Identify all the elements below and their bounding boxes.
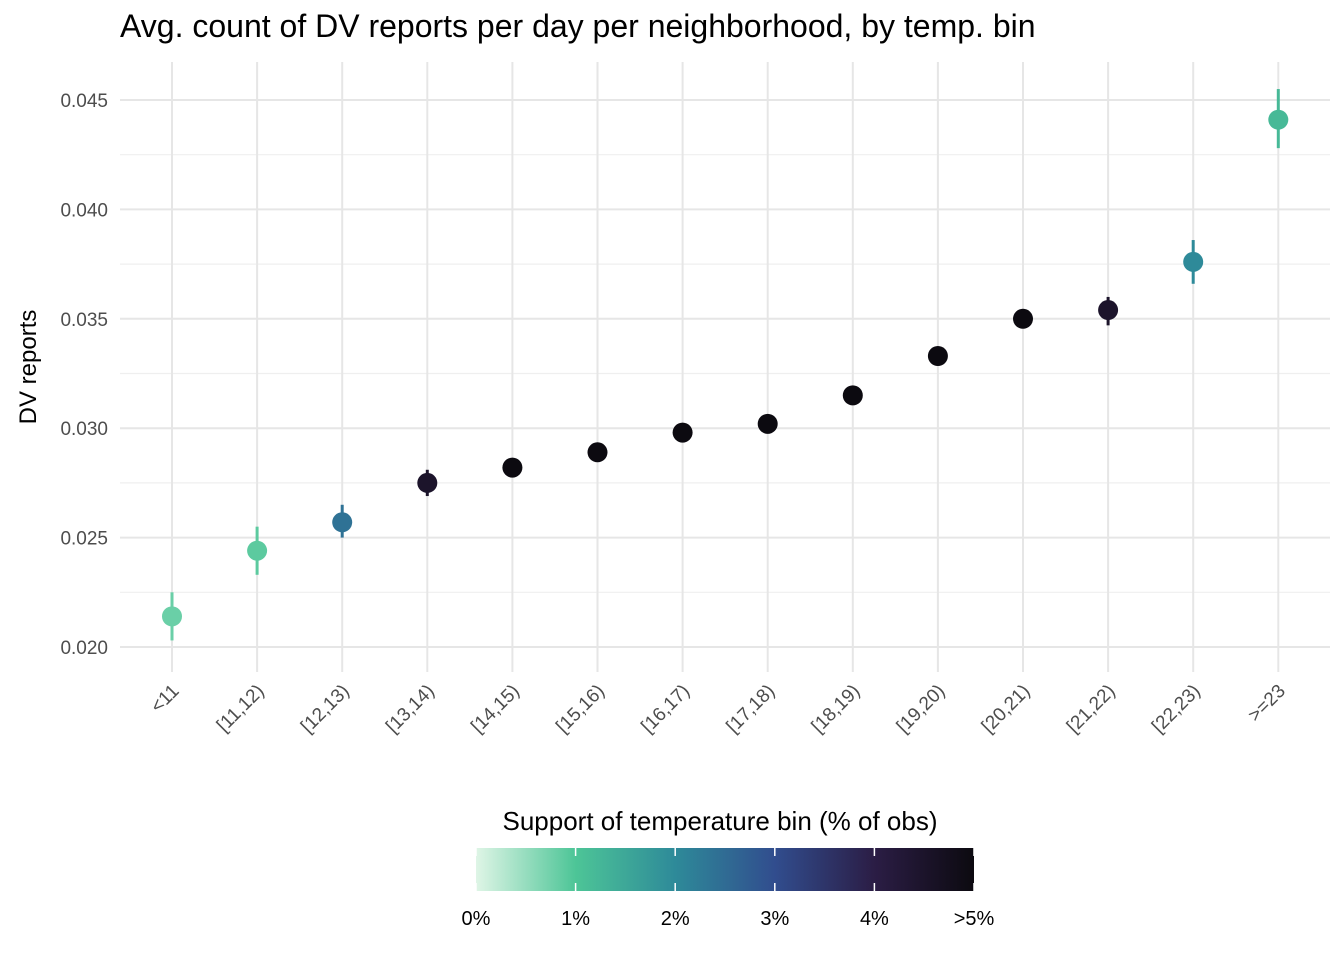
- x-tick-label: [19,20): [893, 681, 950, 738]
- y-tick-label: 0.035: [60, 310, 108, 331]
- data-point: [1183, 251, 1204, 272]
- data-point: [842, 385, 863, 406]
- legend-tick-label: 4%: [860, 908, 889, 930]
- legend-tick-label: >5%: [954, 908, 995, 930]
- x-tick-label: [11,12): [213, 681, 269, 737]
- chart-title: Avg. count of DV reports per day per nei…: [120, 8, 1036, 44]
- x-axis-ticks: <11 [11,12) [12,13) [13,14) [14,15) [15,16) [1…: [147, 681, 1290, 738]
- data-point: [417, 472, 438, 493]
- legend-tick-label: 0%: [462, 908, 491, 930]
- x-tick-label: >=23: [1244, 681, 1289, 726]
- x-tick-label: [16,17): [637, 681, 694, 738]
- color-legend: Support of temperature bin (% of obs) 0%…: [462, 806, 995, 930]
- legend-title: Support of temperature bin (% of obs): [502, 806, 937, 836]
- error-bars: [170, 89, 1280, 641]
- y-tick-label: 0.045: [60, 91, 108, 112]
- y-tick-label: 0.030: [60, 419, 108, 440]
- x-tick-label: [14,15): [467, 681, 524, 738]
- x-tick-label: [20,21): [978, 681, 1035, 738]
- y-tick-label: 0.040: [60, 200, 108, 221]
- data-point: [587, 442, 608, 463]
- legend-tick-label: 1%: [561, 908, 590, 930]
- data-points: [162, 109, 1289, 627]
- data-point: [757, 413, 778, 434]
- legend-ticks: 0% 1% 2% 3% 4% >5%: [462, 848, 995, 930]
- y-tick-label: 0.020: [60, 638, 108, 659]
- legend-tick-label: 3%: [760, 908, 789, 930]
- grid-lines: [120, 62, 1330, 672]
- legend-tick-label: 2%: [661, 908, 690, 930]
- x-tick-label: [22,23): [1148, 681, 1205, 738]
- data-point: [672, 422, 693, 443]
- data-point: [927, 345, 948, 366]
- data-point: [1098, 300, 1119, 321]
- x-tick-label: [15,16): [552, 681, 609, 738]
- data-point: [332, 512, 353, 533]
- data-point: [247, 540, 268, 561]
- data-point: [1013, 308, 1033, 329]
- data-point: [1268, 109, 1289, 130]
- y-axis-ticks: 0.020 0.025 0.030 0.035 0.040 0.045: [60, 91, 108, 659]
- y-tick-label: 0.025: [60, 529, 108, 550]
- x-tick-label: [18,19): [808, 681, 865, 738]
- legend-colorbar: [476, 848, 974, 891]
- x-tick-label: <11: [147, 681, 184, 718]
- y-axis-title: DV reports: [15, 310, 42, 425]
- x-tick-label: [13,14): [382, 681, 439, 738]
- data-point: [162, 606, 182, 627]
- data-point: [502, 457, 523, 478]
- x-tick-label: [12,13): [297, 681, 354, 738]
- x-tick-label: [17,18): [723, 681, 780, 738]
- x-tick-label: [21,22): [1063, 681, 1120, 738]
